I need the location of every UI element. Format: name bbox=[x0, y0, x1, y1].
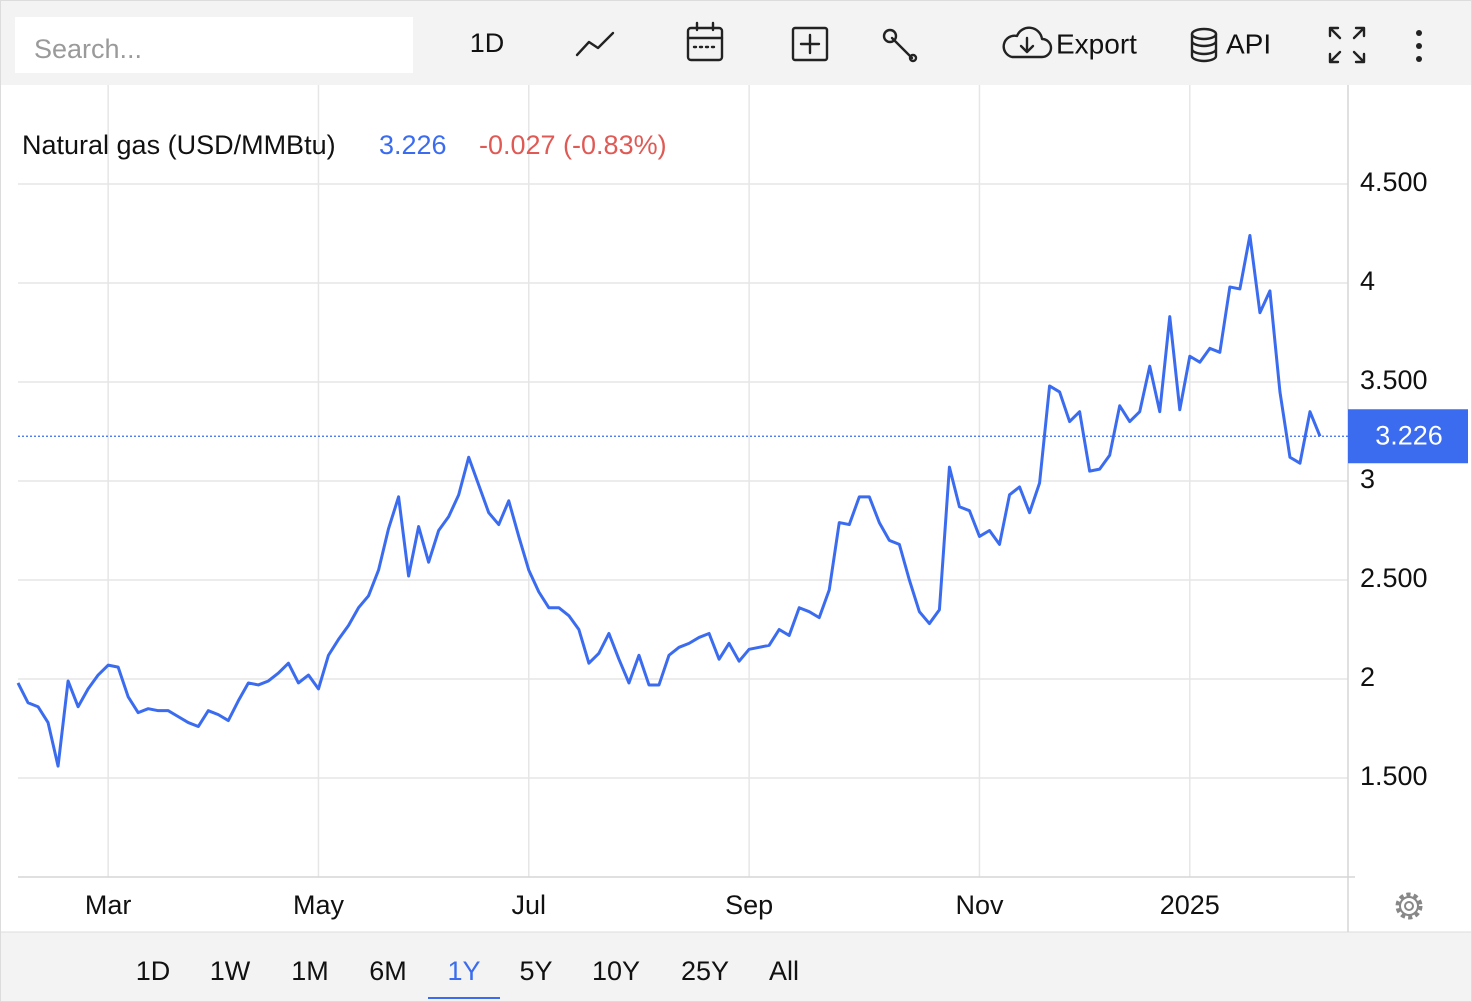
cloud bbox=[1002, 26, 1053, 59]
last-value: 3.226 bbox=[379, 130, 447, 160]
dot bbox=[1416, 43, 1422, 49]
range-bar bbox=[0, 932, 1472, 1002]
api-icon[interactable] bbox=[1190, 27, 1218, 63]
compare-icon[interactable] bbox=[791, 26, 829, 62]
range-button[interactable]: 5Y bbox=[519, 956, 552, 986]
fullscreen-icon[interactable] bbox=[1328, 26, 1366, 64]
wrench-head bbox=[882, 28, 898, 44]
search-placeholder[interactable]: Search... bbox=[34, 34, 142, 64]
plot-area: 1.500 2 2.500 3 3.500 4 4.500 Mar May Jul Sep Nov 20… bbox=[16, 85, 1468, 932]
y-tick-label: 4 bbox=[1360, 266, 1375, 296]
line-icon bbox=[575, 31, 615, 57]
gear-hub bbox=[1404, 901, 1414, 911]
settings-wrench-icon[interactable] bbox=[882, 28, 918, 63]
chart-type-icon[interactable] bbox=[575, 31, 615, 57]
x-tick-label: Jul bbox=[512, 890, 547, 920]
x-tick-label: May bbox=[293, 890, 345, 920]
y-tick-label: 2.500 bbox=[1360, 563, 1428, 593]
last-value-tag-label: 3.226 bbox=[1375, 420, 1443, 450]
range-button[interactable]: 1W bbox=[210, 956, 251, 986]
last-value-tag bbox=[1348, 409, 1468, 464]
y-tick-label: 3.500 bbox=[1360, 365, 1428, 395]
dot bbox=[1416, 30, 1422, 36]
wrench-handle bbox=[890, 36, 914, 60]
dot bbox=[1416, 56, 1422, 62]
export-button[interactable]: Export bbox=[1056, 28, 1137, 59]
more-menu[interactable] bbox=[1416, 30, 1422, 62]
api-button[interactable]: API bbox=[1226, 28, 1271, 59]
wrench-end bbox=[908, 53, 918, 63]
range-button[interactable]: All bbox=[769, 956, 799, 986]
y-tick-label: 1.500 bbox=[1360, 761, 1428, 791]
y-tick-label: 3 bbox=[1360, 464, 1375, 494]
calendar-icon[interactable] bbox=[686, 21, 724, 62]
x-tick-label: Sep bbox=[725, 890, 773, 920]
change: -0.027 (-0.83%) bbox=[479, 130, 667, 160]
range-button[interactable]: 1D bbox=[136, 956, 171, 986]
x-tick-label: Nov bbox=[955, 890, 1004, 920]
price-line bbox=[16, 233, 1322, 768]
range-button[interactable]: 1Y bbox=[447, 956, 480, 986]
range-button[interactable]: 10Y bbox=[592, 956, 640, 986]
range-button[interactable]: 6M bbox=[369, 956, 407, 986]
fullscreen-arrows bbox=[1328, 26, 1366, 64]
search-box[interactable] bbox=[15, 17, 413, 73]
chart-settings-icon[interactable] bbox=[1395, 892, 1423, 920]
x-tick-label: Mar bbox=[85, 890, 132, 920]
gear-teeth bbox=[1395, 892, 1423, 920]
interval-button[interactable]: 1D bbox=[470, 28, 505, 58]
gear-ring bbox=[1399, 896, 1419, 916]
y-tick-label: 2 bbox=[1360, 662, 1375, 692]
x-tick-label: 2025 bbox=[1160, 890, 1220, 920]
calendar-body bbox=[686, 26, 724, 62]
series-name: Natural gas (USD/MMBtu) bbox=[22, 130, 336, 160]
compare-box bbox=[791, 26, 829, 62]
db-body bbox=[1190, 32, 1218, 63]
export-icon[interactable] bbox=[1002, 26, 1053, 59]
arrow-head bbox=[1019, 44, 1035, 54]
range-button[interactable]: 25Y bbox=[681, 956, 729, 986]
y-tick-label: 4.500 bbox=[1360, 167, 1428, 197]
range-button[interactable]: 1M bbox=[291, 956, 329, 986]
